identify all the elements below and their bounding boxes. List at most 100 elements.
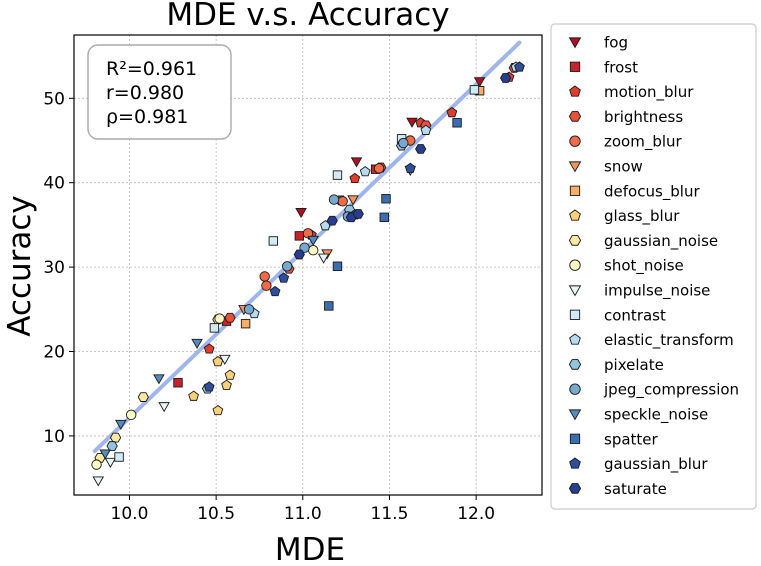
legend-marker-frost [569,61,581,72]
data-point-fog [406,117,418,128]
legend-marker-shot-noise [569,259,581,271]
legend-frame [550,23,757,510]
chart-title: MDE v.s. Accuracy [166,0,449,33]
data-point-shot-noise [308,245,319,256]
legend-label-elastic-transform: elastic_transform [604,331,734,350]
data-point-gaussian-noise [109,432,122,443]
data-points [91,61,525,487]
legend-marker-gaussian-blur [569,457,581,469]
legend-marker-saturate [568,483,582,494]
legend-label-speckle-noise: speckle_noise [604,406,708,425]
y-tick-label: 40 [43,174,65,194]
data-point-spatter [332,261,343,271]
legend-marker-motion-blur [569,85,581,97]
legend-marker-jpeg-compression [569,383,581,395]
data-point-shot-noise [91,459,102,470]
data-point-jpeg-compression [398,137,409,149]
x-axis-label: MDE [275,532,345,566]
data-point-spatter [381,194,391,204]
x-tick-label: 10.5 [197,504,235,524]
data-point-spatter [452,118,462,128]
stats-r2: R²=0.961 [106,58,197,80]
legend-label-frost: frost [604,58,638,76]
data-point-impulse-noise [317,253,330,264]
y-axis-ticks: 10 20 30 40 50 [43,89,74,447]
x-tick-label: 10.0 [111,504,149,524]
data-point-saturate [352,209,364,219]
data-point-zoom-blur [259,271,270,282]
legend-label-zoom-blur: zoom_blur [604,133,683,152]
legend-marker-pixelate [568,359,582,370]
data-point-speckle-noise [153,374,165,385]
data-point-contrast [268,236,279,246]
legend-label-jpeg-compression: jpeg_compression [603,381,739,400]
y-axis-label: Accuracy [2,195,38,337]
legend-marker-zoom-blur [569,135,581,147]
data-point-fog [473,77,486,88]
legend-marker-spatter [569,433,581,444]
legend-marker-speckle-noise [568,409,582,421]
data-point-frost [173,378,183,388]
plot-frame [73,34,543,496]
legend-label-contrast: contrast [604,306,666,324]
data-point-gaussian-blur [203,381,215,392]
data-point-impulse-noise [104,457,117,468]
data-point-saturate [293,249,305,260]
y-tick-label: 30 [43,258,65,278]
data-point-frost [294,231,305,241]
data-point-glass-blur [221,379,232,390]
legend-label-shot-noise: shot_noise [604,257,684,276]
legend-marker-gaussian-noise [568,235,582,246]
legend-label-impulse-noise: impulse_noise [604,282,710,301]
stats-box: R²=0.961 r=0.980 ρ=0.981 [87,44,232,140]
data-point-jpeg-compression [282,261,293,272]
legend-label-gaussian-blur: gaussian_blur [604,455,708,474]
data-point-snow [347,195,359,206]
legend-label-motion-blur: motion_blur [604,83,694,102]
data-point-motion-blur [349,172,361,184]
legend-label-glass-blur: glass_blur [604,207,680,226]
legend-items: fog frost motion_blur brightness zoom_blursn… [568,34,739,498]
y-tick-label: 20 [43,343,65,363]
data-point-impulse-noise [158,402,170,413]
stats-r: r=0.980 [106,82,184,104]
data-point-spatter [379,212,389,223]
data-point-spatter [324,301,334,311]
legend-label-gaussian-noise: gaussian_noise [604,232,718,251]
data-point-contrast [209,323,220,333]
data-point-contrast [114,452,124,462]
data-point-gaussian-blur [278,272,290,283]
legend-marker-fog [568,37,582,49]
y-tick-label: 50 [43,89,65,109]
data-point-zoom-blur [337,196,348,207]
x-tick-label: 11.0 [284,504,322,524]
legend: fog frost motion_blur brightness zoom_blursn… [550,23,757,510]
data-point-shot-noise [125,409,137,421]
legend-marker-defocus-blur [569,185,581,196]
legend-marker-glass-blur [569,209,581,221]
data-point-saturate [499,73,512,83]
data-point-jpeg-compression [328,194,340,205]
data-point-contrast [469,85,480,95]
legend-marker-brightness [568,111,582,122]
data-point-zoom-blur [261,280,272,291]
data-point-elastic-transform [359,166,371,177]
legend-marker-elastic-transform [569,333,581,345]
data-point-zoom-blur [302,228,314,239]
y-tick-label: 10 [43,427,65,447]
data-point-gaussian-noise [137,392,149,402]
data-point-gaussian-blur [514,61,525,72]
data-point-gaussian-blur [269,285,281,297]
data-point-jpeg-compression [243,304,255,315]
legend-label-saturate: saturate [604,480,667,498]
data-point-brightness [224,312,236,323]
data-point-glass-blur [212,404,224,416]
x-tick-label: 11.5 [371,504,409,524]
data-point-contrast [332,170,343,180]
stats-rho: ρ=0.981 [106,106,188,128]
legend-marker-snow [568,161,582,173]
legend-label-spatter: spatter [604,430,659,448]
data-point-defocus-blur [240,318,251,329]
x-tick-label: 12.0 [457,504,495,524]
